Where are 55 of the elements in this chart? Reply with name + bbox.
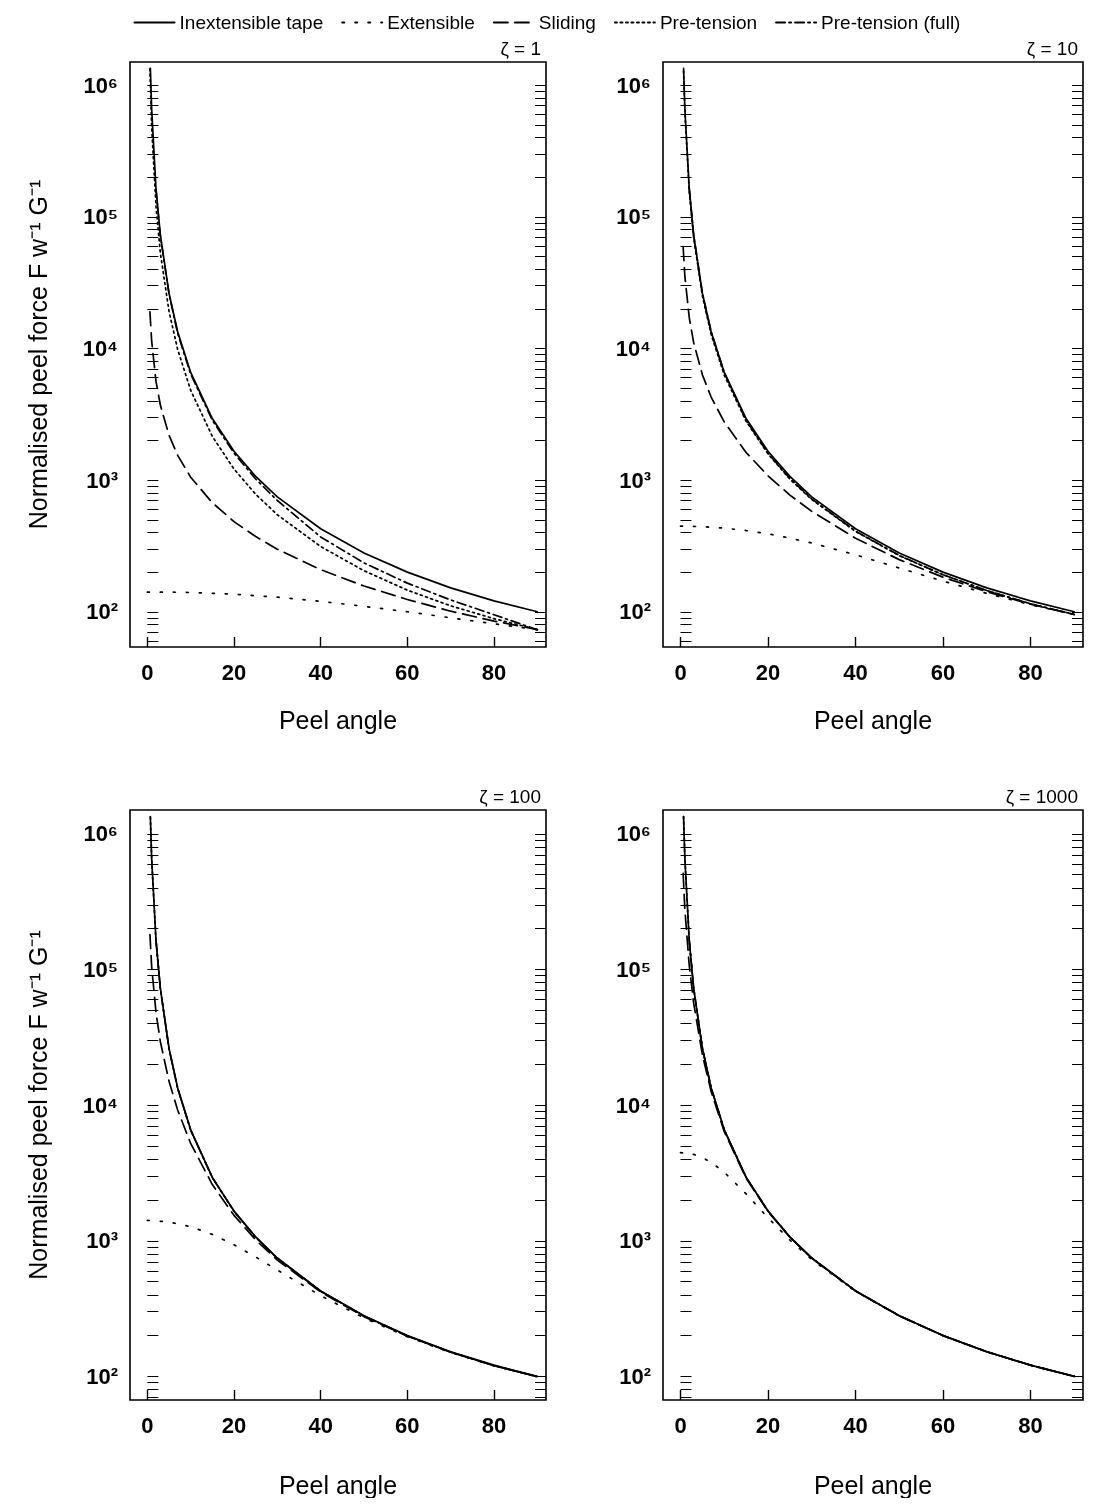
y-tick-label: 10⁴: [615, 1092, 651, 1118]
y-tick-label: 10⁵: [616, 957, 651, 983]
x-tick-label: 40: [843, 659, 868, 685]
x-tick-label: 40: [308, 659, 333, 685]
x-tick-label: 60: [930, 659, 956, 685]
chart-title: ζ = 1000: [1005, 786, 1079, 807]
y-tick-label: 10⁶: [616, 72, 651, 98]
y-tick-label: 10⁵: [616, 204, 651, 230]
y-tick-label: 10⁵: [83, 957, 118, 983]
x-axis-title: Peel angle: [813, 705, 933, 734]
y-tick-label: 10⁴: [615, 335, 651, 361]
x-tick-label: 0: [141, 659, 154, 685]
x-tick-label: 0: [141, 1412, 154, 1438]
x-tick-label: 80: [1018, 659, 1043, 685]
x-tick-label: 80: [481, 659, 507, 685]
chart-title: ζ = 100: [479, 786, 541, 807]
y-tick-label: 10³: [619, 1228, 651, 1254]
x-tick-label: 60: [395, 659, 420, 685]
x-tick-label: 20: [755, 1412, 781, 1438]
y-tick-label: 10⁵: [83, 204, 118, 230]
x-tick-label: 80: [481, 1412, 507, 1438]
y-tick-label: 10³: [619, 467, 651, 493]
legend-label: Pre-tension (full): [821, 12, 961, 33]
y-tick-label: 10⁶: [83, 821, 118, 847]
y-tick-label: 10³: [86, 1228, 118, 1254]
x-tick-label: 0: [674, 1412, 687, 1438]
legend-label: Pre-tension: [659, 12, 758, 33]
x-axis-title: Peel angle: [278, 1470, 398, 1499]
x-axis-title: Peel angle: [278, 705, 398, 734]
legend-label: Extensible: [387, 12, 475, 33]
y-axis-title: Normalised peel force F w⁻¹ G⁻¹: [23, 930, 52, 1280]
x-axis-title: Peel angle: [813, 1470, 933, 1499]
x-tick-label: 40: [308, 1412, 333, 1438]
y-tick-label: 10²: [86, 599, 118, 625]
y-tick-label: 10⁶: [83, 72, 118, 98]
x-tick-label: 20: [755, 659, 781, 685]
x-tick-label: 80: [1018, 1412, 1043, 1438]
chart-title: ζ = 1: [500, 38, 542, 59]
y-tick-label: 10²: [86, 1363, 118, 1389]
y-tick-label: 10²: [619, 1363, 651, 1389]
legend-label: Inextensible tape: [179, 12, 324, 33]
y-tick-label: 10⁴: [82, 1092, 118, 1118]
y-tick-label: 10³: [86, 467, 118, 493]
y-tick-label: 10⁴: [82, 335, 118, 361]
x-tick-label: 60: [930, 1412, 956, 1438]
y-tick-label: 10²: [619, 599, 651, 625]
x-tick-label: 0: [674, 659, 687, 685]
x-tick-label: 60: [395, 1412, 420, 1438]
x-tick-label: 20: [221, 659, 247, 685]
legend-label: Sliding: [538, 12, 596, 33]
chart-title: ζ = 10: [1026, 38, 1079, 59]
y-axis-title: Normalised peel force F w⁻¹ G⁻¹: [23, 179, 52, 530]
x-tick-label: 20: [221, 1412, 247, 1438]
x-tick-label: 40: [843, 1412, 868, 1438]
y-tick-label: 10⁶: [616, 821, 651, 847]
